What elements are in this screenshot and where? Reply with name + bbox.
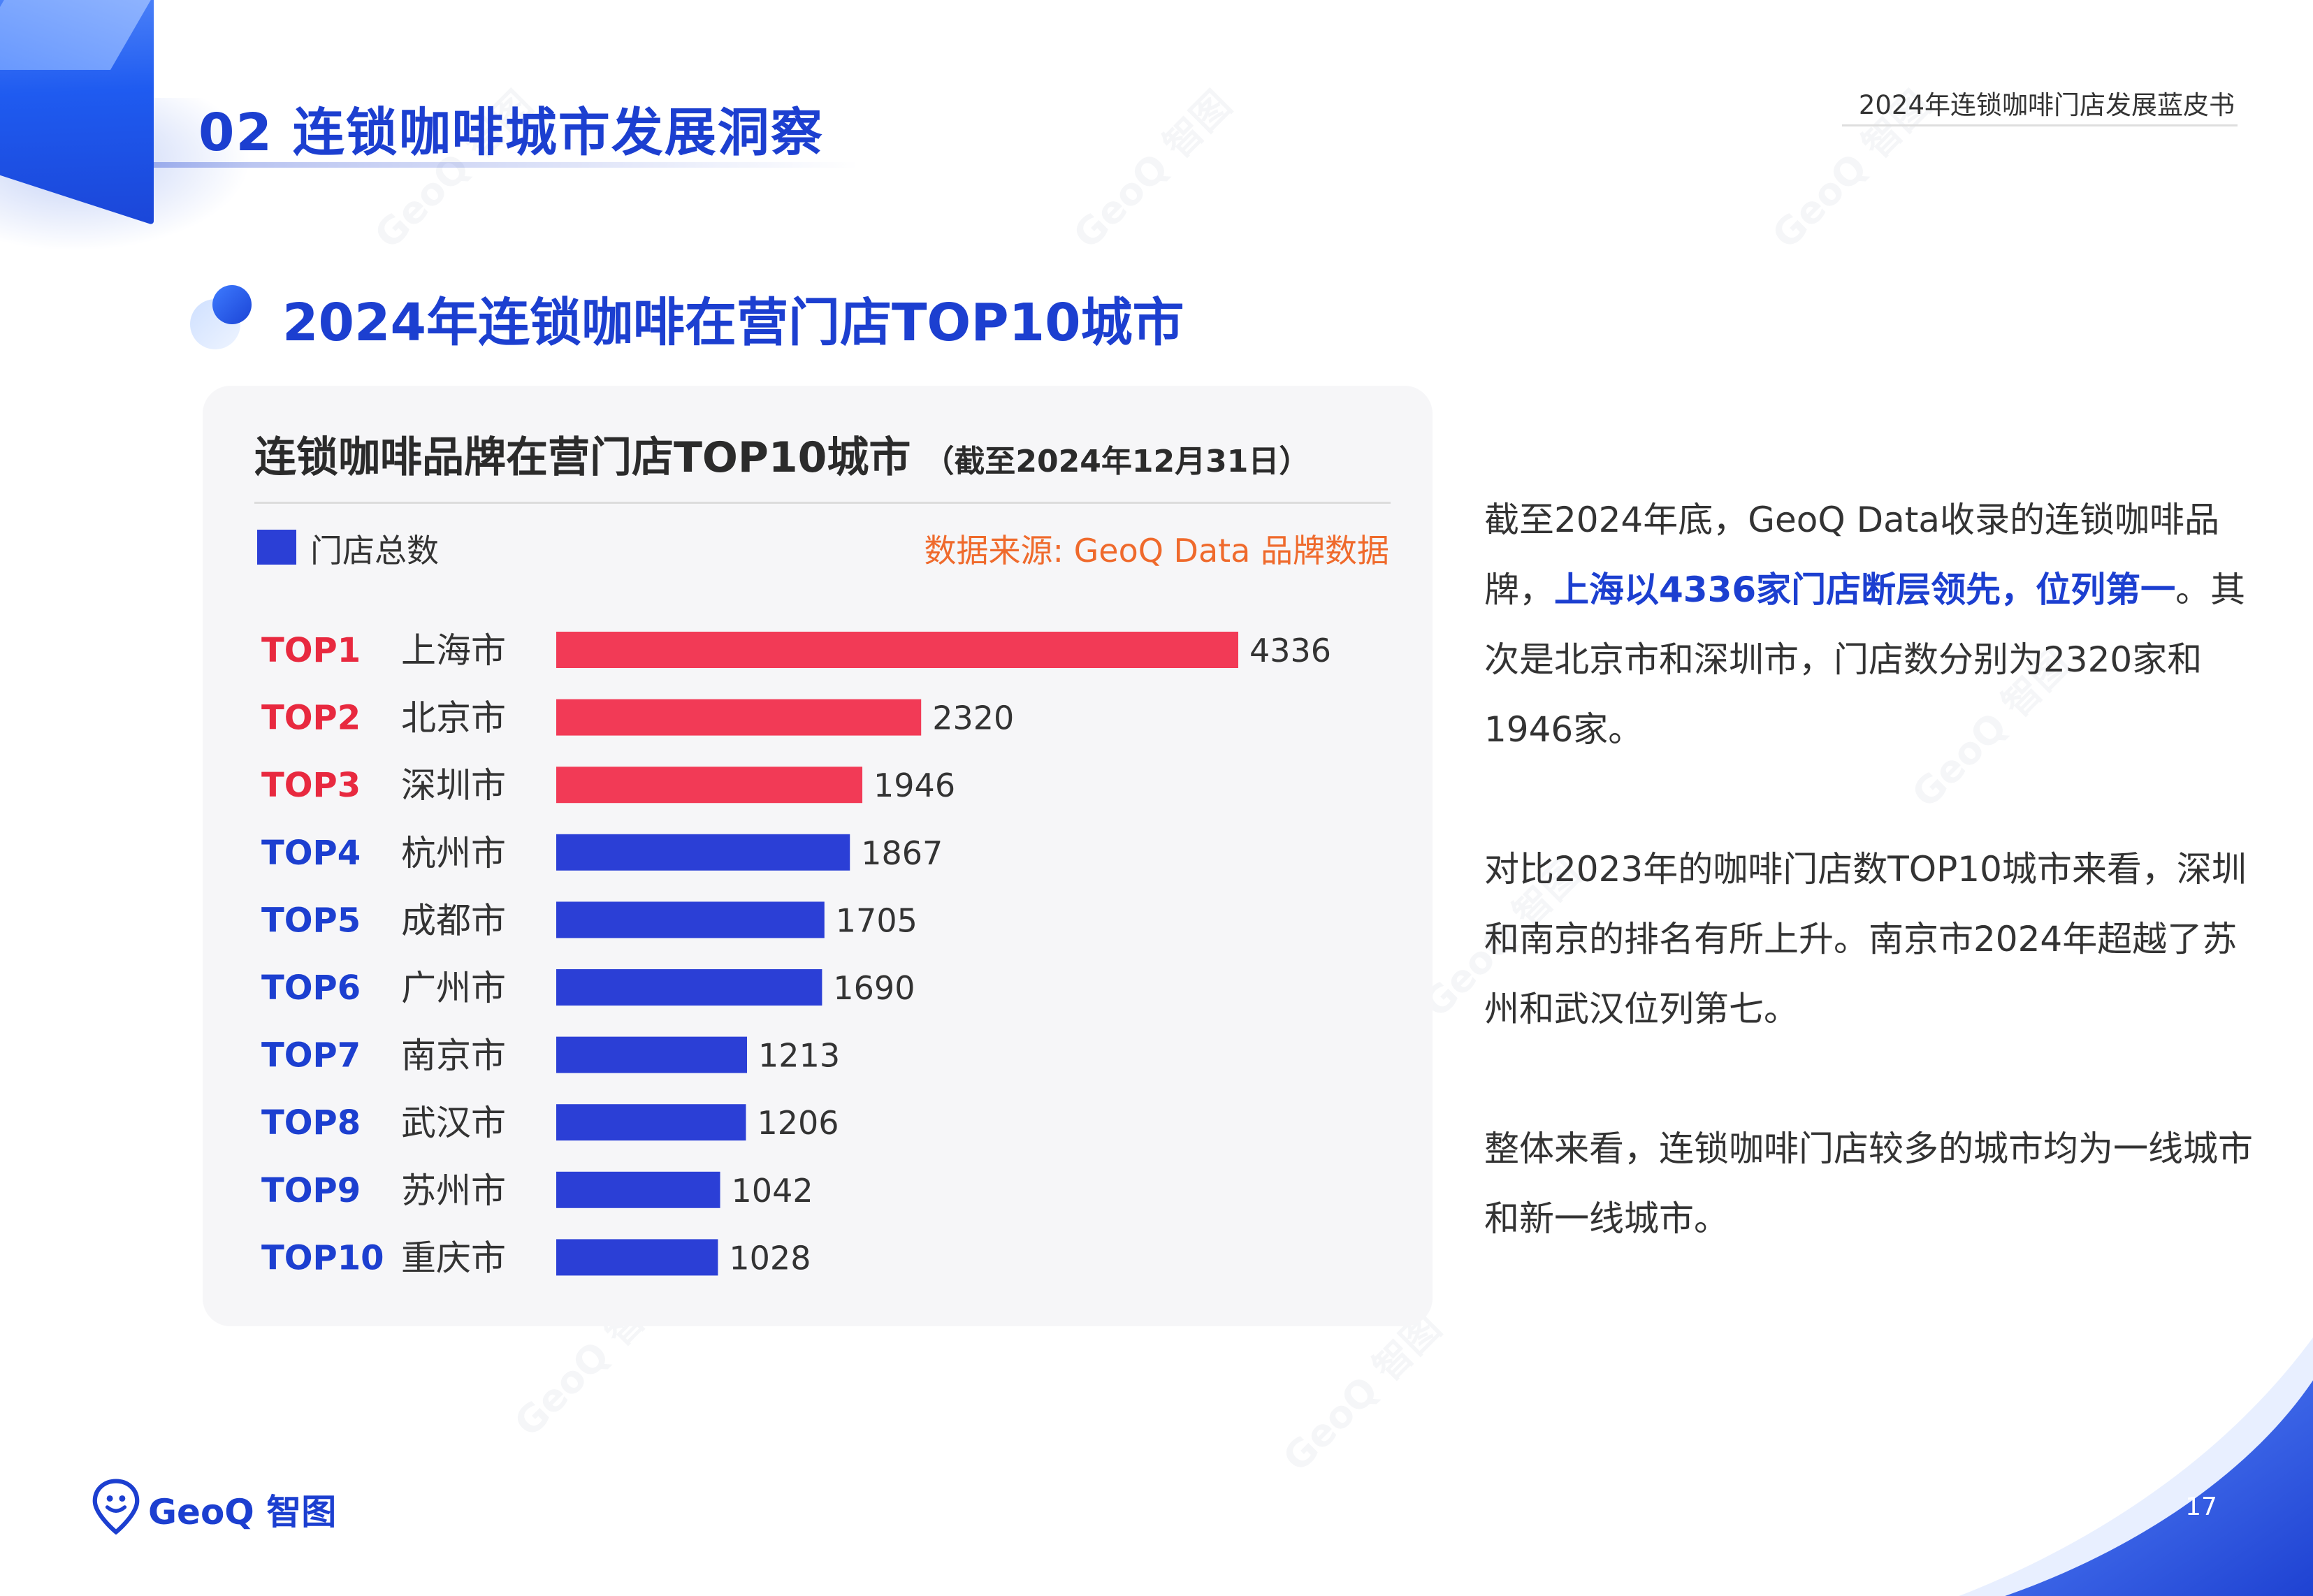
section-title: 02 连锁咖啡城市发展洞察 <box>198 103 824 163</box>
paragraph-comparison-text: 对比2023年的咖啡门店数TOP10城市来看，深圳和南京的排名有所上升。南京市2… <box>1484 849 2247 1029</box>
map-pin-smile-icon <box>92 1479 140 1535</box>
section-underline <box>154 162 860 168</box>
paragraph-summary-highlight: 上海以4336家门店断层领先，位列第一 <box>1554 570 2176 610</box>
logo-text: GeoQ 智图 <box>148 1492 337 1532</box>
decorative-corner <box>1959 1337 2313 1596</box>
paragraph-summary: 截至2024年底，GeoQ Data收录的连锁咖啡品牌，上海以4336家门店断层… <box>1484 485 2267 764</box>
chart-title-date: （截至2024年12月31日） <box>923 444 1310 479</box>
chart-title: 连锁咖啡品牌在营门店TOP10城市 （截至2024年12月31日） <box>254 423 1310 484</box>
bubble-icon <box>190 285 252 349</box>
chart-title-main: 连锁咖啡品牌在营门店TOP10城市 <box>254 433 911 482</box>
paragraph-comparison: 对比2023年的咖啡门店数TOP10城市来看，深圳和南京的排名有所上升。南京市2… <box>1484 834 2267 1044</box>
paragraph-summary-text-b: 。其次是北京市和深圳市，门店数分别为2320家和1946家。 <box>1484 570 2246 750</box>
watermark: GeoQ 智图 <box>1064 82 1240 258</box>
chart-section-subtitle: 2024年连锁咖啡在营门店TOP10城市 <box>282 293 1184 353</box>
paragraph-conclusion: 整体来看，连锁咖啡门店较多的城市均为一线城市和新一线城市。 <box>1484 1114 2267 1254</box>
chart-title-divider <box>254 502 1391 504</box>
legend-swatch <box>257 530 296 565</box>
data-source: 数据来源: GeoQ Data 品牌数据 <box>924 532 1390 570</box>
paragraph-conclusion-text: 整体来看，连锁咖啡门店较多的城市均为一线城市和新一线城市。 <box>1484 1129 2253 1239</box>
legend-label: 门店总数 <box>310 532 439 570</box>
page-number: 17 <box>2185 1493 2217 1521</box>
paragraph-summary-text-a: 截至2024年底，GeoQ Data收录的连锁咖啡品牌， <box>1484 500 2219 610</box>
decorative-cube-top <box>0 0 183 70</box>
report-title-underline <box>1842 124 2238 126</box>
report-title: 2024年连锁咖啡门店发展蓝皮书 <box>1858 90 2235 120</box>
